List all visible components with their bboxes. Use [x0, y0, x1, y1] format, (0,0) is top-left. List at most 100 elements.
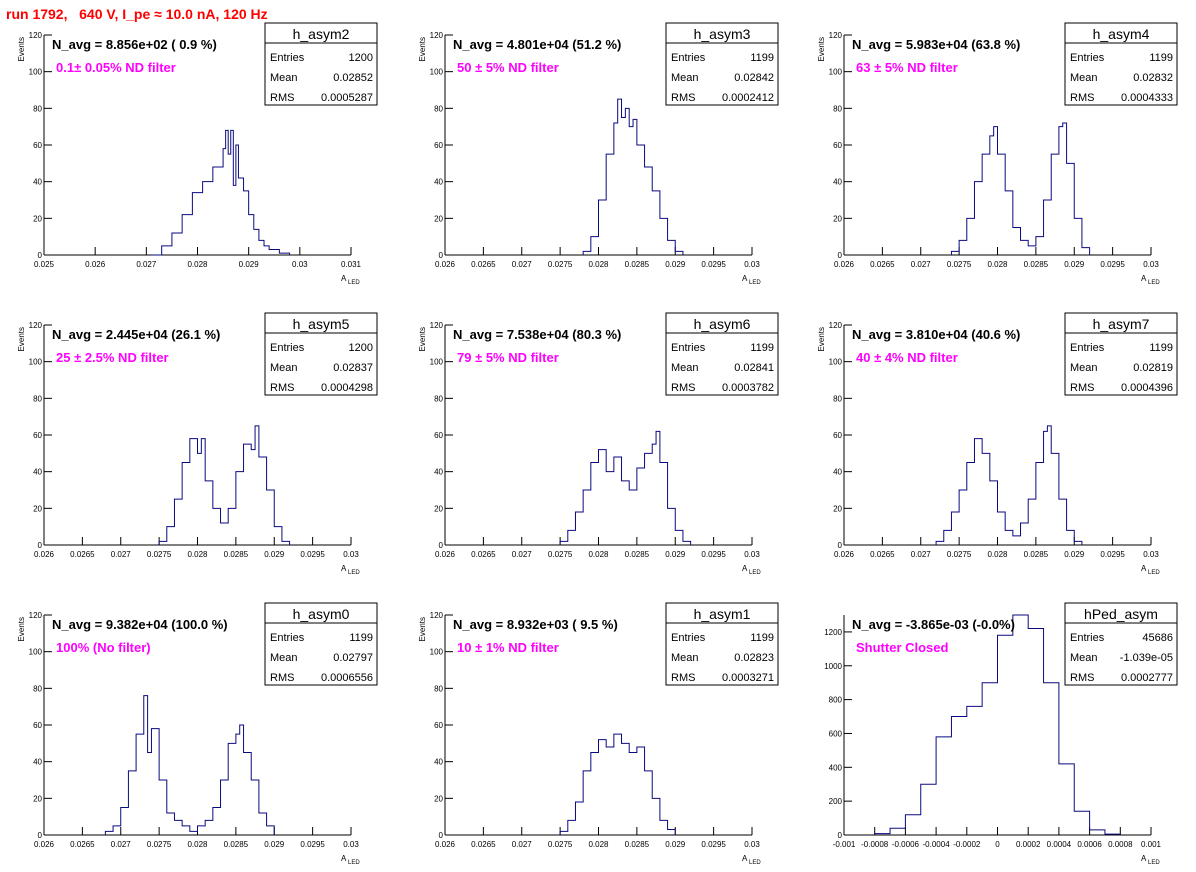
x-tick-label: 0.0275	[548, 550, 573, 559]
x-tick-label: 0.03	[292, 260, 308, 269]
stats-value: 0.0004333	[1121, 92, 1173, 104]
stats-label: Entries	[270, 342, 305, 354]
stats-box	[1064, 22, 1178, 106]
y-tick-label: 80	[33, 104, 42, 113]
x-tick-label: 0.026	[435, 550, 456, 559]
histogram-series	[950, 122, 1091, 255]
stats-label: Entries	[1070, 632, 1105, 644]
y-tick-label: 60	[434, 431, 443, 440]
x-axis-label: A	[742, 854, 748, 863]
y-tick-label: 60	[434, 141, 443, 150]
stats-box	[665, 22, 779, 106]
filter-annotation: 79 ± 5% ND filter	[457, 350, 559, 365]
stats-label: RMS	[1070, 672, 1094, 684]
x-tick-label: 0.026	[435, 840, 456, 849]
y-tick-label: 120	[29, 321, 43, 330]
y-axis-label: Events	[17, 617, 26, 641]
x-tick-label: 0.027	[136, 260, 157, 269]
x-tick-label: -0.0002	[953, 840, 981, 849]
x-axis-label: A	[341, 564, 347, 573]
y-tick-label: 120	[829, 31, 843, 40]
y-tick-label: 60	[434, 721, 443, 730]
filter-annotation: 50 ± 5% ND filter	[457, 60, 559, 75]
stats-box	[264, 602, 378, 686]
stats-value: 0.0003782	[722, 382, 774, 394]
x-tick-label: 0.0285	[1024, 260, 1049, 269]
filter-annotation: 40 ± 4% ND filter	[856, 350, 958, 365]
x-tick-label: 0.027	[512, 260, 533, 269]
x-axis-label-subscript: LED	[749, 280, 761, 286]
x-tick-label: 0.0265	[471, 550, 496, 559]
histogram-name: h_asym7	[1093, 316, 1150, 332]
histogram-name: hPed_asym	[1084, 606, 1158, 622]
stats-label: Mean	[671, 362, 699, 374]
x-tick-label: 0.028	[588, 550, 609, 559]
histogram-series	[158, 425, 291, 545]
x-tick-label: 0.0265	[70, 840, 95, 849]
x-tick-label: 0.0285	[625, 840, 650, 849]
histogram-series	[935, 425, 1083, 545]
y-tick-label: 80	[833, 394, 842, 403]
histogram-panel-h_asym7: 0 20 40 60 80 100 120 0.026 0.0265 0.027 0.0275 0.0…	[817, 312, 1178, 576]
x-tick-label: -0.0008	[861, 840, 889, 849]
x-tick-label: -0.001	[833, 840, 856, 849]
histogram-series	[559, 430, 692, 545]
stats-label: RMS	[671, 92, 695, 104]
x-tick-label: 0.031	[341, 260, 362, 269]
x-axis-label-subscript: LED	[1148, 280, 1160, 286]
y-tick-label: 40	[434, 758, 443, 767]
y-tick-label: 0	[38, 541, 43, 550]
stats-value: 1200	[349, 52, 373, 64]
x-tick-label: 0.0275	[147, 550, 172, 559]
x-tick-label: 0.0285	[625, 550, 650, 559]
stats-box	[665, 312, 779, 396]
y-axis-label: Events	[817, 327, 826, 351]
x-axis-label-subscript: LED	[749, 860, 761, 866]
navg-label: N_avg = 7.538e+04 (80.3 %)	[453, 327, 621, 342]
x-tick-label: 0.029	[665, 840, 686, 849]
y-tick-label: 20	[833, 214, 842, 223]
y-axis-label: Events	[17, 327, 26, 351]
y-axis-label: Events	[418, 617, 427, 641]
y-tick-label: 100	[829, 68, 843, 77]
x-tick-label: 0.03	[343, 840, 359, 849]
stats-label: Entries	[270, 632, 305, 644]
x-axis-label: A	[341, 274, 347, 283]
y-tick-label: 20	[434, 504, 443, 513]
stats-value: 0.02837	[333, 362, 373, 374]
stats-value: 45686	[1142, 632, 1173, 644]
x-tick-label: 0.0285	[625, 260, 650, 269]
x-tick-label: 0.03	[1143, 260, 1159, 269]
stats-value: 1199	[1149, 52, 1173, 64]
y-tick-label: 40	[33, 178, 42, 187]
stats-label: Entries	[671, 632, 706, 644]
x-tick-label: 0.0265	[870, 260, 895, 269]
histogram-panel-h_asym0: 0 20 40 60 80 100 120 0.026 0.0265 0.027 0.0275 0.0…	[17, 602, 378, 866]
y-tick-label: 100	[430, 68, 444, 77]
y-tick-label: 20	[33, 794, 42, 803]
y-tick-label: 0	[38, 251, 43, 260]
y-tick-label: 120	[29, 611, 43, 620]
y-tick-label: 60	[833, 141, 842, 150]
x-tick-label: 0.026	[34, 840, 55, 849]
x-tick-label: 0.0295	[1100, 260, 1125, 269]
stats-label: Entries	[1070, 52, 1105, 64]
y-tick-label: 80	[434, 394, 443, 403]
x-tick-label: 0.026	[85, 260, 106, 269]
y-tick-label: 100	[829, 358, 843, 367]
stats-label: Mean	[270, 362, 298, 374]
run-title: run 1792, 640 V, I_pe ≈ 10.0 nA, 120 Hz	[6, 6, 268, 22]
stats-value: 0.02797	[333, 652, 373, 664]
stats-value: 0.0003271	[722, 672, 774, 684]
x-tick-label: 0.03	[343, 550, 359, 559]
y-tick-label: 0	[439, 251, 444, 260]
stats-value: 0.02832	[1133, 72, 1173, 84]
y-tick-label: 80	[434, 104, 443, 113]
stats-value: -1.039e-05	[1120, 652, 1173, 664]
x-tick-label: 0.028	[187, 840, 208, 849]
y-axis-label: Events	[817, 37, 826, 61]
y-tick-label: 60	[33, 141, 42, 150]
y-tick-label: 20	[434, 214, 443, 223]
y-tick-label: 0	[439, 831, 444, 840]
